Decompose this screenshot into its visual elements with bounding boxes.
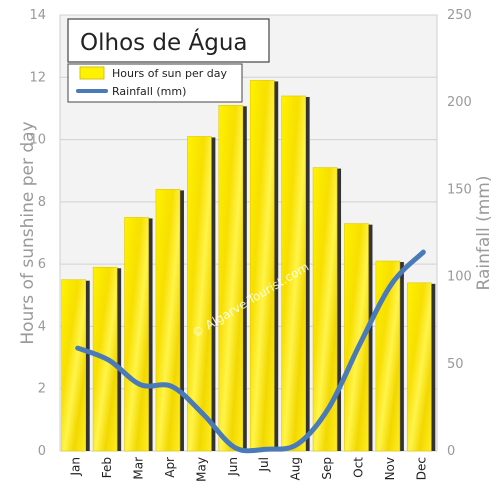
bar bbox=[187, 136, 212, 452]
bar bbox=[281, 95, 306, 452]
month-label: Dec bbox=[414, 457, 428, 480]
month-label: Jan bbox=[69, 457, 83, 477]
grid-lines bbox=[60, 14, 437, 452]
bar bbox=[124, 217, 149, 452]
left-axis-ticks: 0 2 4 6 8 10 12 14 bbox=[29, 8, 46, 459]
legend-label-sun: Hours of sun per day bbox=[112, 67, 227, 80]
bar bbox=[406, 282, 432, 452]
legend-swatch-sun bbox=[79, 66, 105, 80]
right-tick-label: 50 bbox=[447, 357, 464, 372]
right-tick-label: 100 bbox=[447, 270, 472, 285]
right-axis-ticks: 0 50 100 150 200 250 bbox=[447, 8, 472, 459]
left-tick-label: 0 bbox=[38, 444, 46, 459]
month-label: Apr bbox=[163, 457, 177, 478]
right-axis-title: Rainfall (mm) bbox=[474, 176, 494, 291]
month-label: Jul bbox=[257, 457, 271, 472]
bar bbox=[155, 189, 181, 452]
left-tick-label: 12 bbox=[29, 70, 46, 85]
month-label: Jun bbox=[226, 457, 240, 477]
chart-title: Olhos de Água bbox=[80, 28, 248, 56]
legend: Hours of sun per day Rainfall (mm) bbox=[67, 63, 243, 103]
left-tick-label: 4 bbox=[38, 319, 46, 334]
left-tick-label: 10 bbox=[29, 133, 46, 148]
left-tick-label: 6 bbox=[38, 257, 46, 272]
bar bbox=[218, 105, 244, 452]
bar bbox=[61, 279, 87, 452]
title-box: Olhos de Água bbox=[67, 18, 270, 63]
month-label: Oct bbox=[351, 457, 365, 478]
bar bbox=[312, 167, 338, 452]
bar-series bbox=[61, 80, 436, 452]
line-series bbox=[75, 249, 426, 454]
bar bbox=[249, 80, 275, 452]
month-label: Sep bbox=[320, 457, 334, 480]
right-tick-label: 250 bbox=[447, 8, 472, 23]
right-tick-label: 200 bbox=[447, 95, 472, 110]
legend-label-rain: Rainfall (mm) bbox=[112, 85, 186, 98]
right-tick-label: 0 bbox=[447, 444, 455, 459]
left-axis-title: Hours of sunshine per day bbox=[18, 121, 38, 344]
month-label: Nov bbox=[383, 457, 397, 480]
left-tick-label: 2 bbox=[38, 382, 46, 397]
month-label: May bbox=[194, 457, 208, 482]
rainfall-line bbox=[75, 249, 426, 454]
left-tick-label: 14 bbox=[29, 8, 46, 23]
month-label: Aug bbox=[289, 457, 303, 480]
month-label: Feb bbox=[100, 457, 114, 478]
right-tick-label: 150 bbox=[447, 182, 472, 197]
left-tick-label: 8 bbox=[38, 195, 46, 210]
month-axis-ticks: Jan Feb Mar Apr May Jun Jul Aug Sep Oct Nov Dec bbox=[69, 457, 429, 482]
month-label: Mar bbox=[132, 457, 146, 480]
